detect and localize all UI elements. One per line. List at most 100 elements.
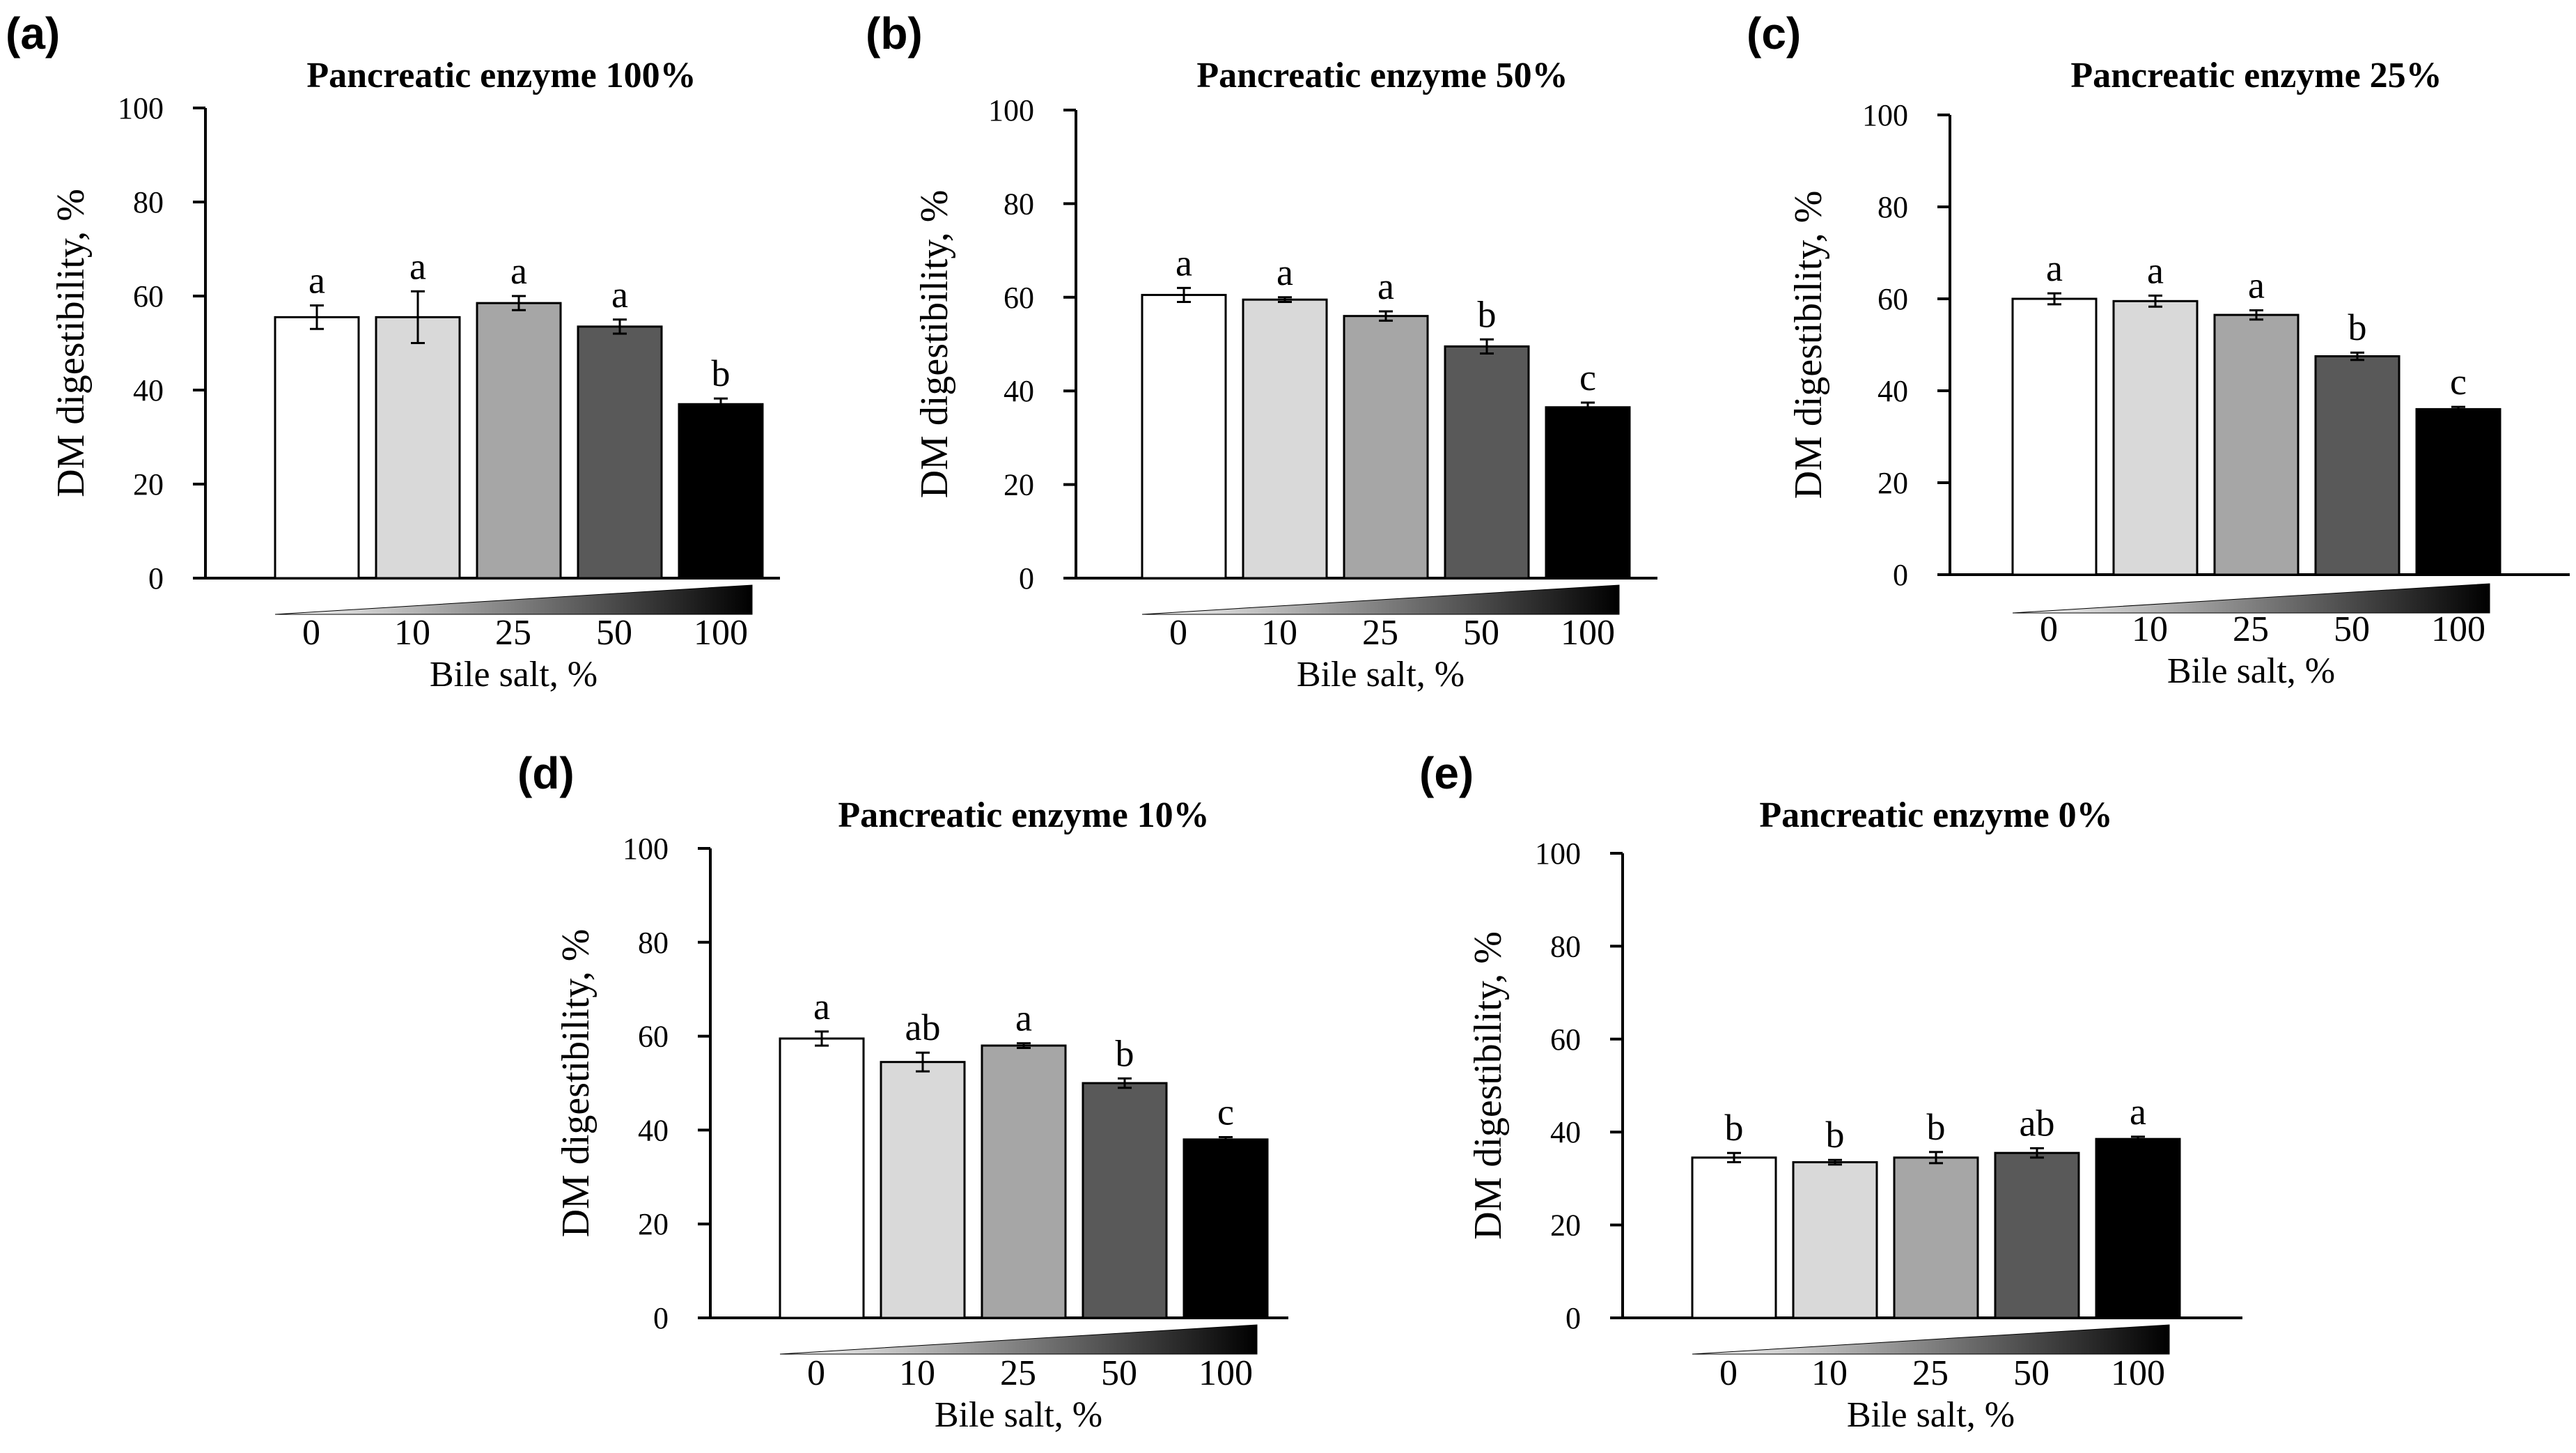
y-tick-label: 80	[1004, 187, 1034, 221]
y-tick-label: 80	[133, 185, 164, 219]
significance-letter: b	[1116, 1032, 1134, 1074]
bar	[1444, 345, 1530, 580]
significance-letter: ab	[2020, 1103, 2055, 1144]
y-tick-label: 60	[133, 279, 164, 313]
x-tick-label: 0	[1719, 1353, 1738, 1393]
chart-title: Pancreatic enzyme 0%	[1759, 795, 2112, 835]
significance-letter: b	[712, 352, 731, 394]
x-tick-label: 50	[1101, 1353, 1137, 1393]
x-tick-label: 0	[2040, 609, 2058, 649]
x-tick-label: 100	[2431, 609, 2485, 649]
x-tick-label: 0	[807, 1353, 825, 1393]
significance-letter: a	[309, 260, 325, 302]
bar	[1343, 315, 1429, 580]
significance-letter: a	[1015, 997, 1032, 1039]
y-tick-label: 100	[988, 93, 1034, 127]
bar	[274, 316, 360, 580]
significance-letter: b	[1478, 293, 1497, 335]
y-axis-label: DM digestibility, %	[49, 189, 93, 497]
significance-letter: b	[2348, 306, 2367, 348]
y-tick-label: 20	[638, 1207, 669, 1241]
y-tick-label: 100	[118, 91, 164, 125]
y-tick-label: 20	[133, 467, 164, 502]
bar	[678, 403, 764, 580]
y-tick-label: 40	[638, 1113, 669, 1147]
significance-letter: c	[1579, 357, 1596, 398]
bile-salt-gradient-wedge	[2012, 583, 2490, 614]
y-tick-label: 80	[1550, 929, 1581, 963]
bar	[880, 1061, 966, 1319]
panel-label: (e)	[1419, 748, 1474, 798]
significance-letter: a	[611, 274, 628, 316]
bile-salt-gradient-wedge	[274, 584, 753, 615]
bile-salt-gradient-wedge	[1141, 584, 1620, 615]
x-axis-label: Bile salt, %	[430, 655, 598, 694]
x-axis-label: Bile salt, %	[1847, 1395, 2015, 1435]
panel-label: (a)	[6, 8, 60, 59]
significance-letter: a	[1377, 265, 1394, 307]
significance-letter: a	[813, 986, 830, 1027]
bar	[2314, 355, 2401, 576]
y-tick-label: 40	[1004, 374, 1034, 408]
chart-panel-a: (a)Pancreatic enzyme 100%020406080100DM …	[6, 8, 780, 694]
y-tick-label: 60	[1878, 282, 1908, 316]
y-tick-label: 80	[638, 926, 669, 960]
x-tick-label: 10	[899, 1353, 935, 1393]
significance-letter: a	[2046, 247, 2063, 289]
significance-letter: a	[1277, 251, 1293, 293]
x-tick-label: 100	[1561, 613, 1615, 653]
bar	[2011, 297, 2098, 576]
x-tick-label: 50	[2334, 609, 2370, 649]
bar	[2415, 407, 2501, 576]
x-tick-label: 50	[596, 613, 632, 653]
bar	[1141, 293, 1227, 580]
y-tick-label: 20	[1878, 466, 1908, 500]
x-axis-label: Bile salt, %	[2167, 651, 2335, 691]
x-tick-label: 25	[495, 613, 531, 653]
x-tick-label: 50	[2013, 1353, 2050, 1393]
bar	[2112, 300, 2199, 576]
y-tick-label: 60	[1550, 1023, 1581, 1057]
panel-label: (c)	[1747, 8, 1801, 59]
bar	[2213, 313, 2300, 576]
significance-letter: c	[1217, 1091, 1234, 1133]
y-tick-label: 100	[1862, 98, 1908, 132]
x-tick-label: 10	[394, 613, 430, 653]
bar	[1792, 1161, 1878, 1319]
x-tick-label: 50	[1463, 613, 1499, 653]
significance-letter: c	[2450, 361, 2467, 403]
x-tick-label: 25	[2233, 609, 2269, 649]
significance-letter: b	[1826, 1114, 1845, 1156]
y-tick-label: 0	[1566, 1301, 1581, 1335]
bar	[1893, 1156, 1979, 1319]
chart-title: Pancreatic enzyme 10%	[838, 795, 1209, 835]
y-tick-label: 60	[638, 1020, 669, 1054]
y-tick-label: 100	[1535, 837, 1581, 871]
y-tick-label: 0	[653, 1301, 669, 1335]
significance-letter: a	[510, 250, 527, 292]
y-tick-label: 40	[1878, 374, 1908, 408]
significance-letter: b	[1927, 1106, 1946, 1148]
x-tick-label: 100	[1199, 1353, 1253, 1393]
x-tick-label: 10	[1811, 1353, 1848, 1393]
y-tick-label: 20	[1550, 1209, 1581, 1243]
bar	[476, 302, 562, 580]
y-tick-label: 40	[133, 373, 164, 407]
x-axis-label: Bile salt, %	[935, 1395, 1102, 1435]
significance-letter: a	[2248, 265, 2265, 306]
bar	[2095, 1137, 2181, 1319]
significance-letter: a	[409, 245, 426, 287]
y-axis-label: DM digestibility, %	[1787, 191, 1830, 499]
panel-label: (d)	[517, 748, 575, 798]
bar	[1182, 1138, 1269, 1319]
bar	[1994, 1151, 2080, 1319]
chart-title: Pancreatic enzyme 25%	[2070, 56, 2442, 95]
y-tick-label: 20	[1004, 468, 1034, 502]
y-tick-label: 60	[1004, 281, 1034, 315]
bar	[981, 1044, 1067, 1319]
x-tick-label: 25	[1000, 1353, 1036, 1393]
